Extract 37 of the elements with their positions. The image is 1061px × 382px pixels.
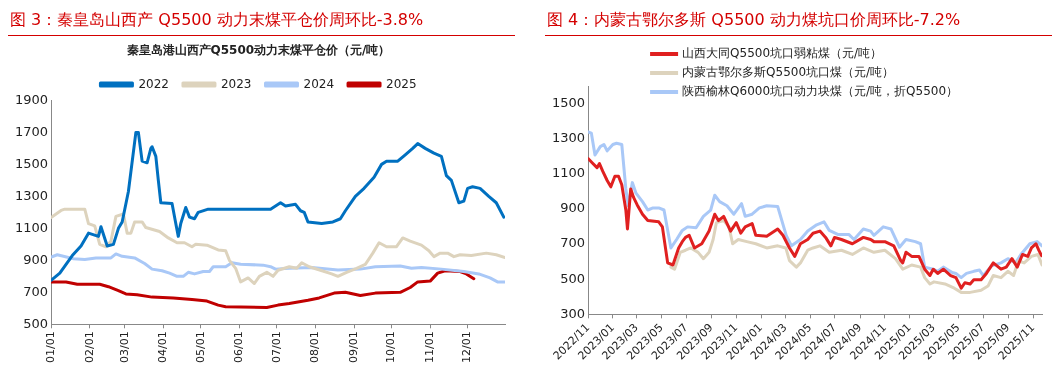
x-tick-label: 09/01 <box>346 331 360 363</box>
legend-label: 2022 <box>138 76 169 91</box>
x-tick-label: 11/01 <box>423 331 437 363</box>
legend-label: 2023 <box>220 76 252 91</box>
y-tick-label: 1900 <box>14 91 49 107</box>
x-tick-label: 01/01 <box>43 331 57 363</box>
legend-label: 内蒙古鄂尔多斯Q5500坑口煤（元/吨） <box>682 65 895 80</box>
x-tick-label: 03/01 <box>117 331 131 363</box>
y-tick-label: 700 <box>560 235 586 251</box>
y-tick-label: 1100 <box>551 165 586 181</box>
y-tick-label: 900 <box>560 200 586 216</box>
legend-label: 山西大同Q5500坑口弱粘煤（元/吨） <box>682 46 883 61</box>
y-tick-label: 1100 <box>14 219 49 235</box>
x-tick-label: 02/01 <box>82 331 96 363</box>
legend-label: 2025 <box>386 76 417 91</box>
x-tick-label: 06/01 <box>232 331 246 363</box>
y-tick-label: 1500 <box>14 155 49 171</box>
y-tick-label: 500 <box>560 270 586 286</box>
x-tick-label: 07/01 <box>269 331 283 363</box>
y-tick-label: 1700 <box>14 123 49 139</box>
x-tick-label: 12/01 <box>460 331 474 363</box>
chart-title: 图 4：内蒙古鄂尔多斯 Q5500 动力煤坑口价周环比-7.2% <box>545 8 1052 36</box>
y-tick-label: 1300 <box>551 130 586 146</box>
x-tick-label: 05/01 <box>193 331 207 363</box>
y-tick-label: 1300 <box>14 187 49 203</box>
y-tick-label: 500 <box>23 315 49 331</box>
y-tick-label: 900 <box>23 251 49 267</box>
chart-subtitle: 秦皇岛港山西产Q5500动力末煤平仓价（元/吨） <box>126 43 391 58</box>
x-tick-label: 04/01 <box>156 331 170 363</box>
x-tick-label: 10/01 <box>384 331 398 363</box>
x-tick-label: 08/01 <box>308 331 322 363</box>
y-tick-label: 700 <box>23 283 49 299</box>
legend-label: 2024 <box>303 76 335 91</box>
legend-label: 陕西榆林Q6000坑口动力块煤（元/吨，折Q5500） <box>682 84 959 99</box>
chart-title: 图 3：秦皇岛山西产 Q5500 动力末煤平仓价周环比-3.8% <box>8 8 515 36</box>
y-tick-label: 1500 <box>551 94 586 110</box>
y-tick-label: 300 <box>560 305 586 321</box>
